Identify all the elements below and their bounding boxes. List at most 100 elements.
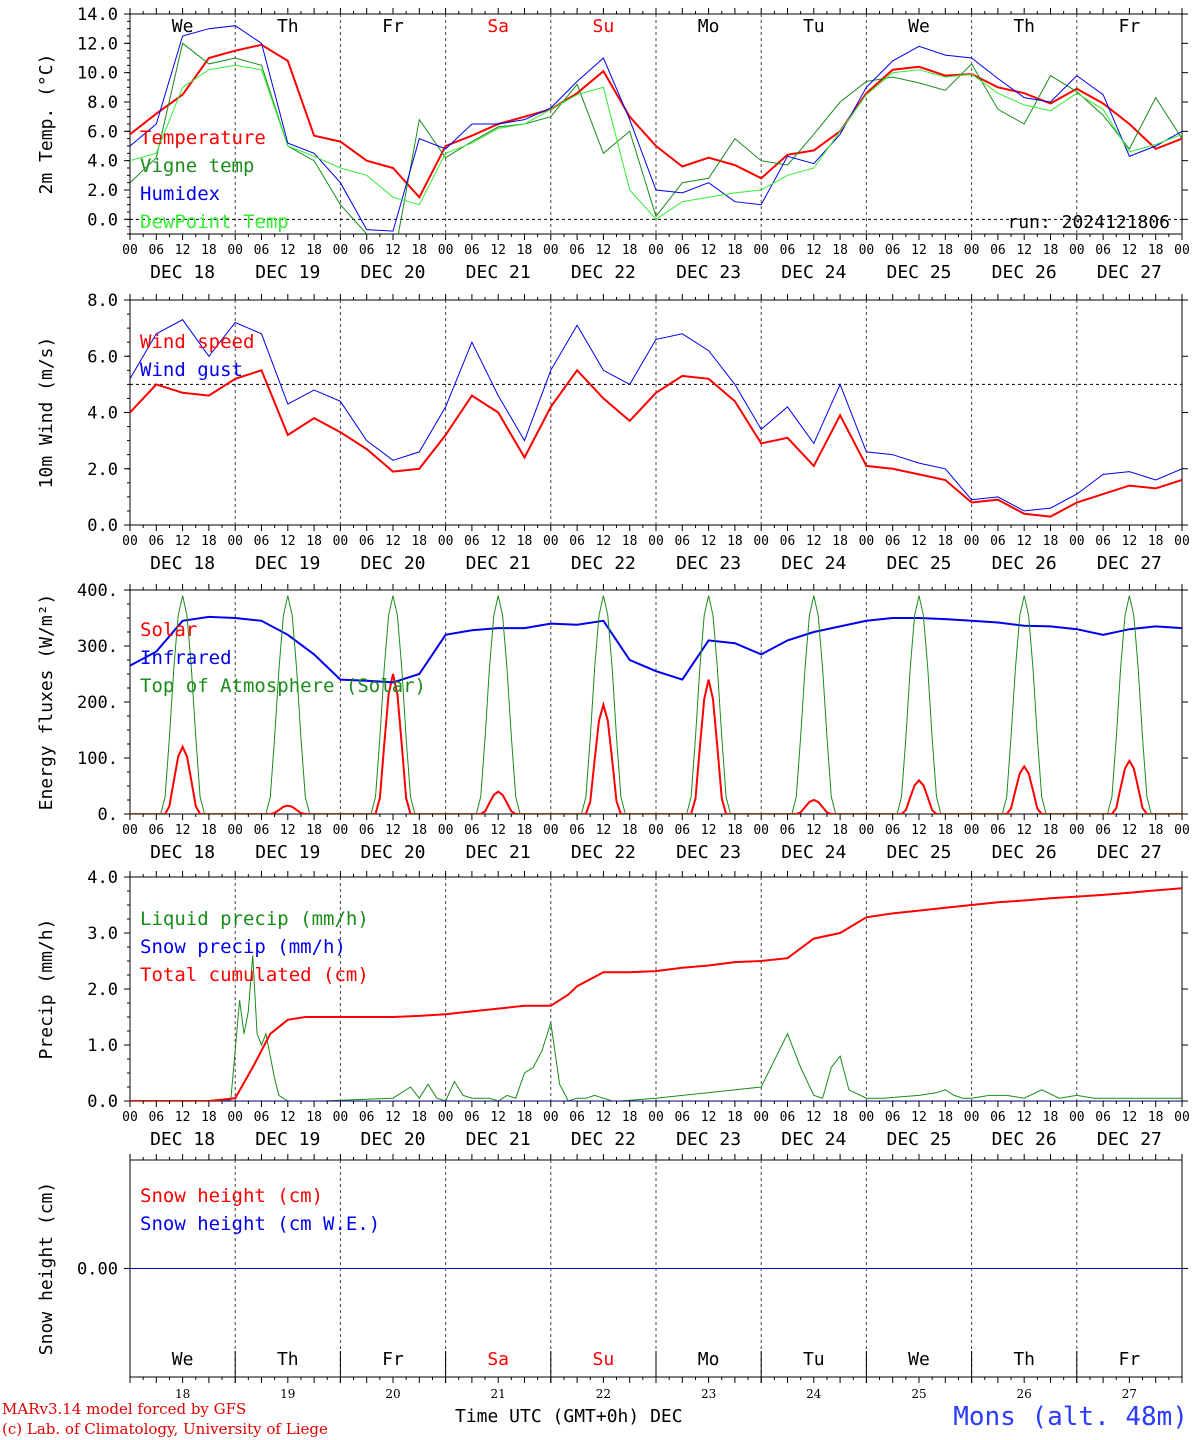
date-label: DEC 24 [781,1129,846,1150]
legend-entry: Solar [140,619,197,641]
hour-label: 06 [148,534,164,549]
date-label: DEC 25 [886,842,951,863]
hour-label: 00 [333,534,349,549]
weekday-label: Sa [487,1349,509,1370]
date-label: DEC 26 [992,1129,1057,1150]
hour-label: 12 [1016,823,1032,838]
hour-label: 18 [1148,534,1164,549]
y-tick-label: 6.0 [87,347,118,367]
date-label: DEC 26 [992,553,1057,574]
legend-entry: Humidex [140,183,220,205]
hour-label: 12 [1016,534,1032,549]
panel-frame [129,299,1183,526]
hour-label: 06 [674,243,690,258]
hour-label: 06 [569,1110,585,1125]
y-tick-label: 6.0 [87,122,118,142]
hour-label: 18 [622,243,638,258]
hour-label: 18 [727,1110,743,1125]
legend-entry: Snow height (cm) [140,1185,323,1207]
hour-label: 12 [385,534,401,549]
y-tick-label: 200. [77,693,118,713]
hour-label: 00 [1174,243,1190,258]
hour-label: 00 [227,1110,243,1125]
day-number: 26 [1017,1387,1032,1401]
weekday-label: Sa [487,16,509,37]
y-tick-label: 0.0 [87,516,118,536]
weekday-label: Th [1013,16,1035,37]
model-credit: MARv3.14 model forced by GFS [2,1400,247,1418]
date-label: DEC 18 [150,1129,215,1150]
y-tick-label: 8.0 [87,291,118,311]
hour-label: 00 [753,823,769,838]
y-tick-label: 8.0 [87,93,118,113]
hour-label: 00 [1069,1110,1085,1125]
legend-entry: Temperature [140,127,266,149]
hour-label: 00 [438,534,454,549]
legend-entry: Vigne temp [140,155,254,177]
date-label: DEC 27 [1097,262,1162,283]
hour-label: 18 [306,243,322,258]
hour-label: 06 [359,1110,375,1125]
hour-label: 06 [464,534,480,549]
hour-label: 06 [254,243,270,258]
hour-label: 00 [333,1110,349,1125]
date-label: DEC 20 [360,262,425,283]
hour-label: 12 [490,534,506,549]
hour-label: 00 [543,1110,559,1125]
hour-label: 06 [254,534,270,549]
legend-entry: Snow height (cm W.E.) [140,1213,380,1235]
hour-label: 00 [227,243,243,258]
hour-label: 12 [490,823,506,838]
series-vigne-temp [130,42,1182,234]
y-tick-label: 400. [77,581,118,601]
hour-label: 18 [411,1110,427,1125]
hour-label: 18 [306,534,322,549]
hour-label: 00 [438,243,454,258]
date-label: DEC 22 [571,262,636,283]
hour-label: 18 [517,534,533,549]
hour-label: 12 [1122,823,1138,838]
date-label: DEC 22 [571,553,636,574]
series-temperature [130,43,1182,200]
hour-label: 12 [911,823,927,838]
y-axis-label: 2m Temp. (°C) [36,54,57,195]
hour-label: 18 [1148,823,1164,838]
y-tick-label: 0.0 [87,1092,118,1112]
weekday-label: Mo [698,16,720,37]
hour-label: 12 [806,534,822,549]
hour-label: 12 [1122,243,1138,258]
panel-frame [129,589,1183,815]
hour-label: 18 [517,243,533,258]
hour-label: 18 [1043,534,1059,549]
y-tick-label: 3.0 [87,924,118,944]
legend-entry: Wind speed [140,331,254,353]
day-number: 23 [701,1387,716,1401]
hour-label: 00 [753,243,769,258]
legend-entry: Snow precip (mm/h) [140,936,346,958]
y-tick-label: 2.0 [87,181,118,201]
hour-label: 12 [806,243,822,258]
hour-label: 18 [1043,243,1059,258]
hour-label: 06 [780,823,796,838]
date-label: DEC 23 [676,553,741,574]
date-label: DEC 26 [992,262,1057,283]
hour-label: 18 [306,1110,322,1125]
date-label: DEC 27 [1097,1129,1162,1150]
date-label: DEC 23 [676,1129,741,1150]
hour-label: 00 [122,534,138,549]
hour-label: 18 [1148,1110,1164,1125]
hour-label: 18 [832,1110,848,1125]
weekday-label: We [908,1349,930,1370]
hour-label: 00 [859,1110,875,1125]
date-label: DEC 21 [466,262,531,283]
weekday-label: Su [593,1349,615,1370]
hour-label: 12 [806,1110,822,1125]
hour-label: 12 [911,243,927,258]
date-label: DEC 19 [255,1129,320,1150]
hour-label: 00 [648,823,664,838]
hour-label: 18 [832,243,848,258]
date-label: DEC 24 [781,553,846,574]
hour-label: 00 [648,1110,664,1125]
hour-label: 06 [148,243,164,258]
